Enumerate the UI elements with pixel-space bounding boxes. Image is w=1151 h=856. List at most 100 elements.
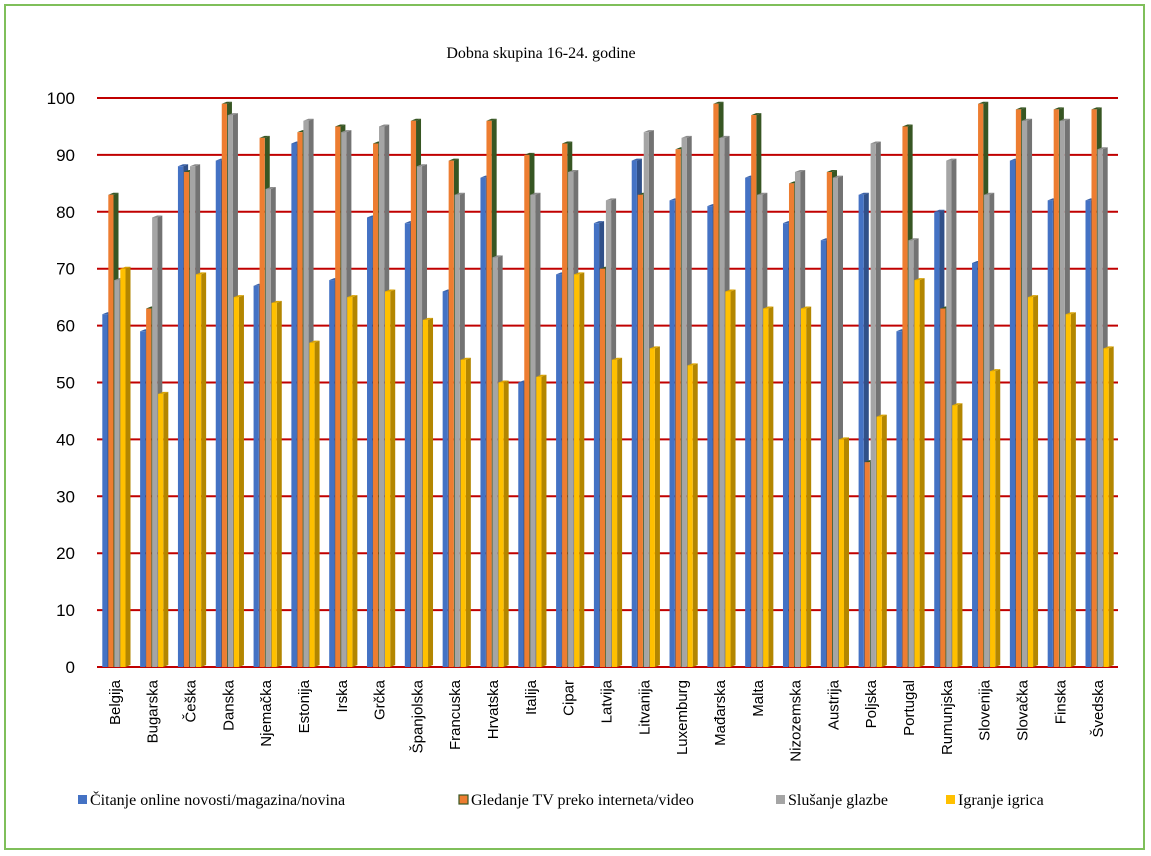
bar-top — [858, 192, 869, 195]
bar-Irska-3 — [341, 132, 347, 667]
bar-Nizozemska-2 — [788, 183, 795, 667]
bar-Rumunjska-1 — [934, 211, 940, 668]
bar-Njemačka-2 — [259, 137, 265, 667]
bar-side — [125, 266, 131, 667]
bar-side — [579, 272, 585, 667]
bar-Austrija-3 — [832, 177, 838, 667]
x-tick-label: Češka — [183, 679, 200, 722]
bar-Slovenija-3 — [984, 194, 990, 668]
x-tick-label: Bugarska — [145, 679, 162, 743]
bar-Slovačka-3 — [1021, 120, 1028, 667]
bar-top — [649, 346, 660, 349]
bar-top — [448, 158, 459, 161]
bar-top — [562, 141, 573, 144]
bar-side — [1070, 312, 1076, 667]
bar-top — [303, 118, 314, 121]
bar-Češka-4 — [195, 274, 202, 667]
bar-Irska-1 — [329, 280, 335, 667]
legend-swatch — [458, 794, 469, 805]
bar-Portugal-3 — [908, 240, 914, 667]
bar-top — [530, 192, 541, 195]
bar-Bugarska-2 — [146, 308, 152, 667]
bar-Francuska-4 — [460, 359, 466, 667]
bar-top — [1059, 118, 1070, 121]
y-tick-label: 90 — [56, 146, 75, 165]
bar-side — [957, 403, 963, 667]
bar-Luxemburg-1 — [669, 200, 675, 668]
bar-Cipar-4 — [574, 274, 580, 667]
bar-top — [631, 158, 642, 161]
bar-Švedska-4 — [1103, 348, 1109, 667]
bar-Cipar-2 — [562, 143, 568, 667]
bar-Češka-2 — [183, 171, 190, 667]
bar-top — [1065, 312, 1076, 315]
bar-Slovačka-1 — [1009, 160, 1016, 667]
y-tick-label: 10 — [56, 601, 75, 620]
bar-Estonija-4 — [309, 342, 315, 667]
x-tick-label: Portugal — [901, 680, 918, 736]
bar-top — [713, 101, 724, 104]
x-tick-label: Cipar — [561, 680, 578, 716]
y-tick-label: 20 — [56, 544, 75, 563]
bar-top — [536, 374, 547, 377]
bar-top — [681, 135, 692, 138]
bar-top — [902, 124, 913, 127]
bar-top — [410, 118, 422, 121]
bar-top — [751, 113, 762, 116]
bar-Hrvatska-2 — [486, 120, 492, 667]
bar-top — [498, 380, 509, 383]
x-tick-label: Estonija — [296, 679, 313, 733]
x-tick-label: Austrija — [825, 679, 842, 730]
bar-top — [763, 306, 774, 309]
bar-side — [1108, 346, 1114, 667]
bar-Njemačka-1 — [253, 285, 259, 667]
bar-top — [189, 164, 201, 167]
x-tick-label: Hrvatska — [485, 679, 502, 739]
bar-side — [692, 363, 698, 667]
bar-Malta-1 — [745, 177, 751, 667]
bar-top — [1015, 107, 1027, 110]
y-tick-label: 70 — [56, 260, 75, 279]
bar-side — [238, 295, 244, 667]
bar-Švedska-2 — [1091, 109, 1097, 667]
bar-top — [120, 266, 131, 269]
bar-Irska-4 — [347, 297, 353, 667]
bar-top — [593, 221, 605, 224]
bar-side — [201, 272, 207, 667]
bar-top — [227, 113, 238, 116]
bar-Slovenija-4 — [990, 371, 996, 667]
x-tick-label: Latvija — [599, 679, 616, 723]
bar-Estonija-1 — [291, 143, 297, 667]
bar-side — [919, 278, 925, 667]
bar-Finska-3 — [1059, 120, 1065, 667]
bar-Španjolska-3 — [416, 166, 423, 667]
bar-Portugal-1 — [896, 331, 902, 667]
x-tick-label: Poljska — [863, 679, 880, 728]
x-tick-label: Njemačka — [258, 679, 275, 746]
bar-Malta-3 — [757, 194, 763, 668]
bar-top — [152, 215, 163, 218]
bar-Mađarska-3 — [719, 137, 725, 667]
bar-Bugarska-3 — [152, 217, 158, 668]
bar-Latvija-3 — [605, 200, 612, 668]
bar-Bugarska-1 — [140, 331, 146, 667]
bar-Luxemburg-4 — [687, 365, 693, 667]
bar-Hrvatska-1 — [480, 177, 486, 667]
bar-top — [454, 192, 465, 195]
bar-Nizozemska-3 — [794, 171, 801, 667]
bar-top — [757, 192, 768, 195]
bar-Finska-1 — [1047, 200, 1053, 668]
legend-label: Gledanje TV preko interneta/video — [471, 792, 694, 809]
bar-Mađarska-4 — [725, 291, 731, 667]
bar-Italija-1 — [518, 382, 524, 667]
bar-top — [271, 300, 282, 303]
bar-Slovačka-4 — [1027, 297, 1034, 667]
bar-side — [806, 306, 812, 667]
x-tick-label: Francuska — [447, 679, 464, 750]
bar-Španjolska-4 — [422, 319, 429, 667]
bar-Rumunjska-2 — [940, 308, 946, 667]
bar-top — [108, 192, 119, 195]
y-tick-label: 30 — [56, 487, 75, 506]
bar-Španjolska-1 — [404, 223, 411, 667]
